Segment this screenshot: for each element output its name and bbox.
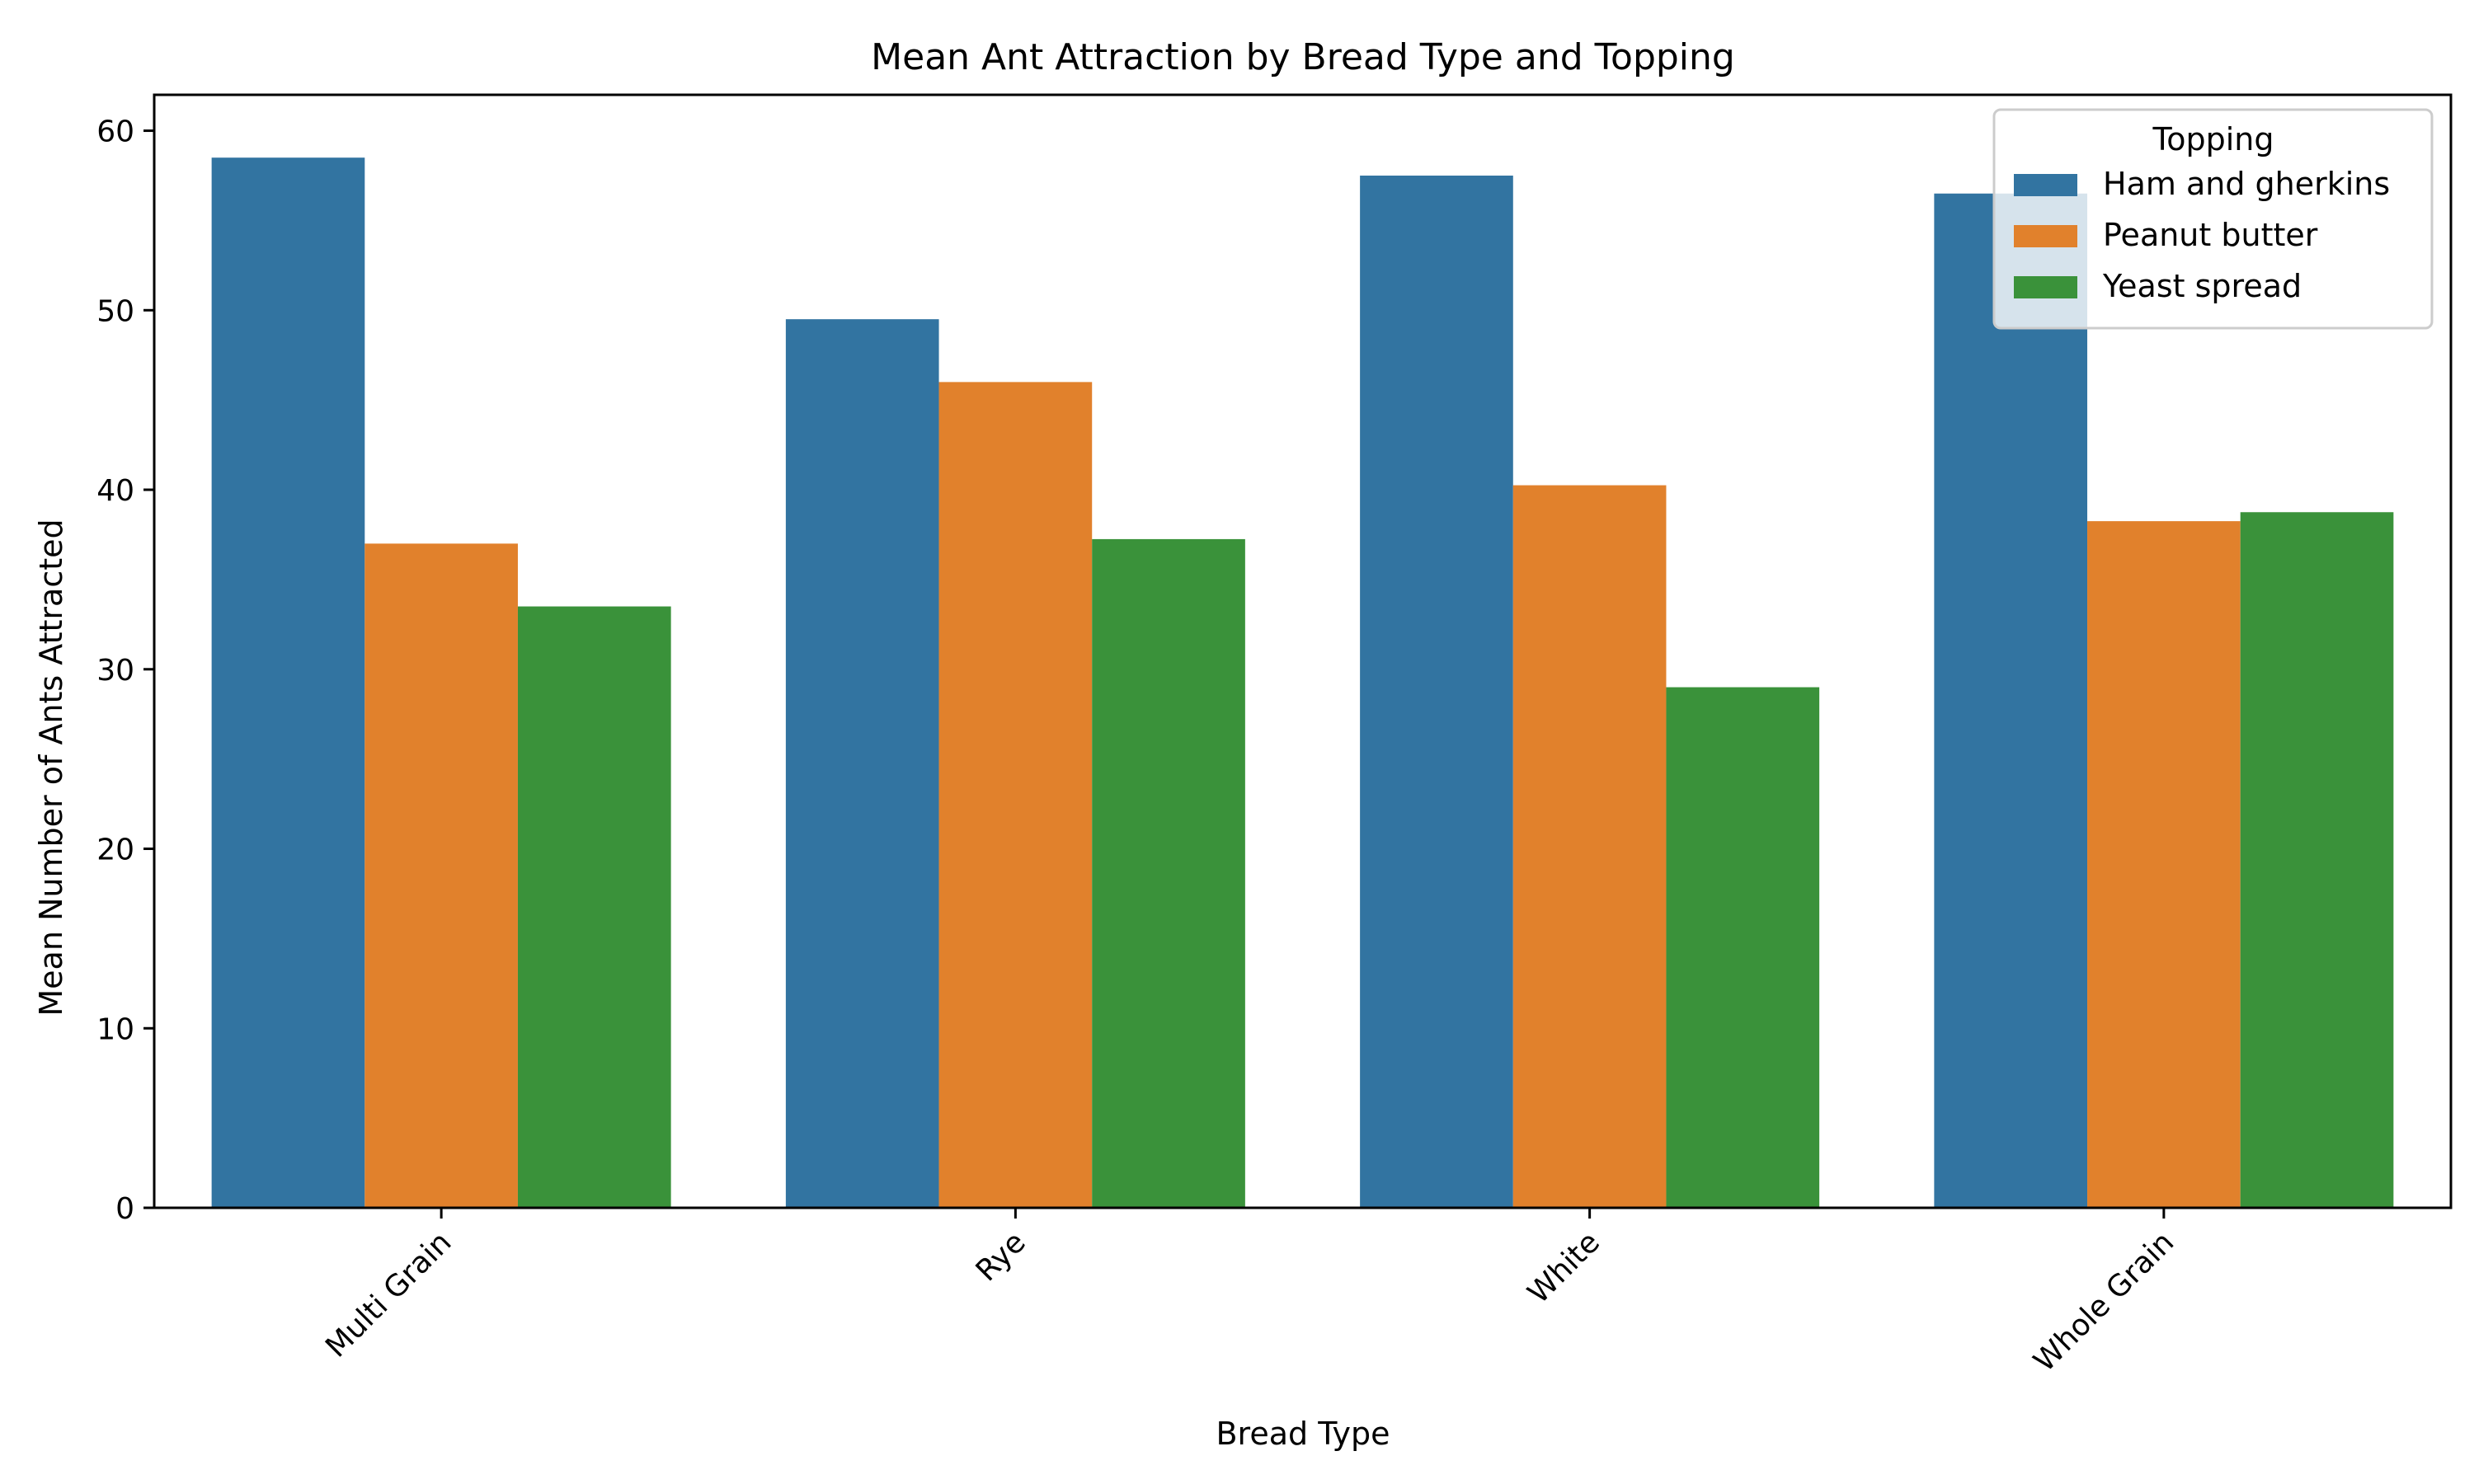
bar-white-yeast-spread	[1666, 687, 1820, 1208]
y-tick-label: 30	[96, 654, 134, 688]
y-tick-label: 10	[96, 1012, 134, 1046]
x-tick-label: Rye	[970, 1225, 1032, 1288]
legend-swatch	[2014, 174, 2077, 196]
bar-multi-grain-yeast-spread	[517, 606, 671, 1208]
bar-whole-grain-ham-and-gherkins	[1934, 193, 2088, 1209]
legend-entry: Peanut butter	[2103, 217, 2318, 253]
x-tick-label: Whole Grain	[2028, 1225, 2181, 1378]
plot-frame	[153, 93, 2453, 1209]
y-tick-label: 20	[96, 834, 134, 867]
bar-white-ham-and-gherkins	[1360, 175, 1513, 1208]
x-tick-label: White	[1522, 1225, 1606, 1310]
legend-swatch	[2014, 276, 2077, 298]
y-tick-label: 60	[96, 115, 134, 149]
legend-title: Topping	[2152, 121, 2274, 157]
legend-entry: Ham and gherkins	[2103, 166, 2390, 202]
bar-whole-grain-peanut-butter	[2087, 521, 2241, 1208]
legend-swatch	[2014, 225, 2077, 247]
bars-layer	[211, 157, 2394, 1209]
y-tick-label: 40	[96, 474, 134, 508]
legend: Topping Ham and gherkins Peanut butter Yea…	[1992, 108, 2434, 330]
chart-title: Mean Ant Attraction by Bread Type and To…	[871, 36, 1735, 78]
bar-multi-grain-ham-and-gherkins	[211, 157, 365, 1208]
y-tick-label: 50	[96, 294, 134, 328]
bar-white-peanut-butter	[1512, 485, 1667, 1208]
bar-rye-yeast-spread	[1092, 538, 1245, 1208]
bar-rye-ham-and-gherkins	[785, 319, 939, 1208]
x-tick-label: Multi Grain	[319, 1225, 458, 1364]
bar-whole-grain-yeast-spread	[2240, 512, 2394, 1208]
y-axis-title: Mean Number of Ants Attracted	[33, 519, 69, 1016]
bar-rye-peanut-butter	[938, 382, 1093, 1208]
x-axis-title: Bread Type	[1216, 1416, 1390, 1452]
legend-entry: Yeast spread	[2102, 268, 2302, 304]
legend-frame	[1992, 108, 2434, 330]
y-tick-label: 0	[115, 1192, 134, 1226]
bar-multi-grain-peanut-butter	[365, 543, 518, 1208]
